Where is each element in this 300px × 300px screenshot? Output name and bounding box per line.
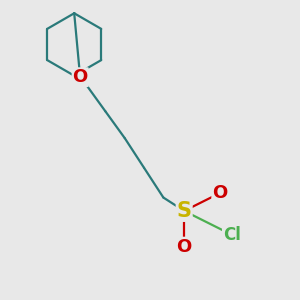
Text: S: S <box>177 201 192 221</box>
Text: O: O <box>212 184 227 202</box>
Text: O: O <box>73 68 88 86</box>
Text: O: O <box>177 238 192 256</box>
Text: Cl: Cl <box>223 226 241 244</box>
